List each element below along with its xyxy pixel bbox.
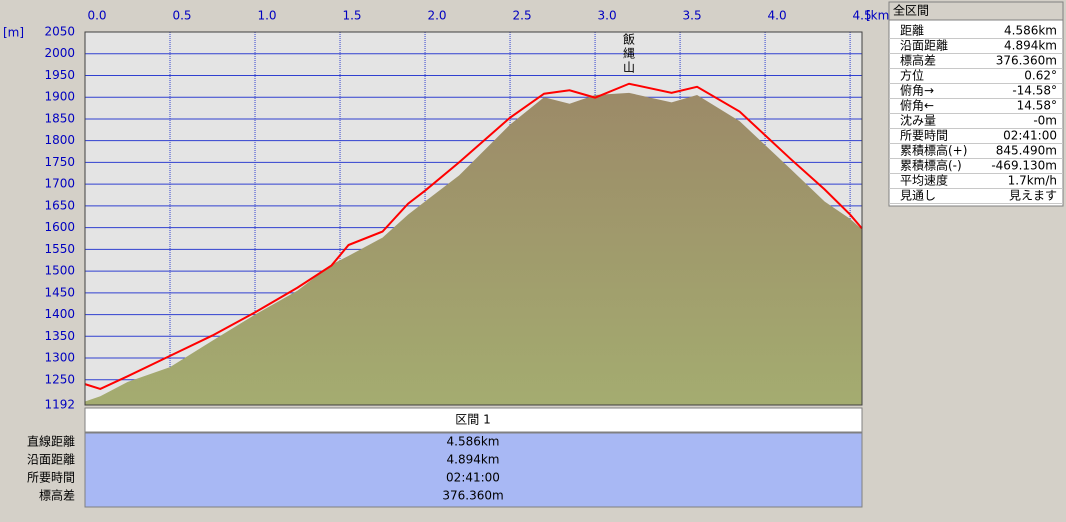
side-label: 所要時間 (900, 129, 948, 143)
side-label: 累積標高(+) (900, 143, 967, 158)
section-label: 直線距離 (27, 434, 75, 449)
annotation: 縄 (623, 46, 635, 61)
x-tick-label: 4.0 (768, 9, 787, 23)
x-tick-label: 3.5 (683, 9, 702, 23)
side-value: -0m (1033, 114, 1057, 128)
side-value: 見えます (1009, 189, 1057, 203)
side-value: 845.490m (996, 144, 1057, 158)
y-tick-label: 1700 (44, 177, 75, 191)
route-line (84, 82, 863, 390)
x-tick-label: 4.5 (853, 9, 872, 23)
side-value: 4.586km (1004, 24, 1057, 38)
y-tick-label: 1650 (44, 198, 75, 212)
x-tick-label: 1.5 (342, 9, 361, 23)
section-value: 02:41:00 (446, 471, 500, 485)
y-tick-label: 1550 (44, 242, 75, 256)
x-tick-label: 2.0 (427, 9, 446, 23)
side-panel (888, 1, 1064, 207)
section-value: 4.894km (447, 453, 500, 467)
section-title: 区間 1 (455, 413, 490, 427)
y-axis-label: [m] (3, 26, 24, 40)
x-axis-label: [km] (866, 9, 894, 23)
side-value: 0.62° (1024, 69, 1057, 83)
terrain-area (85, 92, 862, 405)
y-tick-label: 1250 (44, 372, 75, 386)
section-body (84, 432, 863, 508)
y-tick-label: 2050 (44, 25, 75, 39)
side-label: 俯角→ (900, 83, 934, 98)
side-value: 1.7km/h (1008, 174, 1057, 188)
y-tick-label: 1900 (44, 90, 75, 104)
y-tick-label: 1450 (44, 285, 75, 299)
section-label: 所要時間 (27, 471, 75, 485)
y-tick-label: 1750 (44, 155, 75, 169)
y-tick-label: 1192 (44, 398, 75, 412)
side-panel-header (888, 1, 1064, 21)
x-tick-label: 3.0 (598, 9, 617, 23)
y-tick-label: 1350 (44, 329, 75, 343)
section-label: 沿面距離 (27, 453, 75, 467)
side-label: 俯角← (900, 98, 934, 113)
side-label: 沿面距離 (900, 39, 948, 53)
side-value: 14.58° (1017, 99, 1057, 113)
side-value: 4.894km (1004, 39, 1057, 53)
side-label: 累積標高(-) (900, 158, 962, 173)
y-tick-label: 1800 (44, 133, 75, 147)
side-label: 方位 (900, 68, 924, 83)
side-panel-title: 全区間 (893, 3, 929, 18)
x-tick-label: 2.5 (513, 9, 532, 23)
x-tick-label: 0.5 (172, 9, 191, 23)
side-value: -469.130m (991, 159, 1057, 173)
side-label: 見通し (900, 189, 936, 203)
section-value: 4.586km (447, 435, 500, 449)
side-value: 376.360m (996, 54, 1057, 68)
plot-border (84, 31, 863, 406)
section-label: 標高差 (39, 488, 75, 503)
side-value: 02:41:00 (1003, 129, 1057, 143)
side-value: -14.58° (1012, 84, 1057, 98)
annotation: 飯 (623, 32, 635, 47)
side-label: 平均速度 (900, 173, 948, 188)
y-tick-label: 1950 (44, 68, 75, 82)
x-tick-label: 1.0 (257, 9, 276, 23)
section-header (84, 407, 863, 433)
y-tick-label: 1400 (44, 307, 75, 321)
side-label: 距離 (900, 24, 924, 38)
y-tick-label: 1600 (44, 220, 75, 234)
annotation-label: 飯縄山 (623, 21, 637, 58)
section-value: 376.360m (442, 489, 503, 503)
y-tick-label: 2000 (44, 46, 75, 60)
x-tick-label: 0.0 (87, 9, 106, 23)
y-tick-label: 1850 (44, 111, 75, 125)
side-label: 標高差 (900, 53, 936, 68)
annotation: 山 (623, 61, 635, 75)
y-tick-label: 1300 (44, 351, 75, 365)
side-label: 沈み量 (900, 113, 936, 128)
y-tick-label: 1500 (44, 264, 75, 278)
